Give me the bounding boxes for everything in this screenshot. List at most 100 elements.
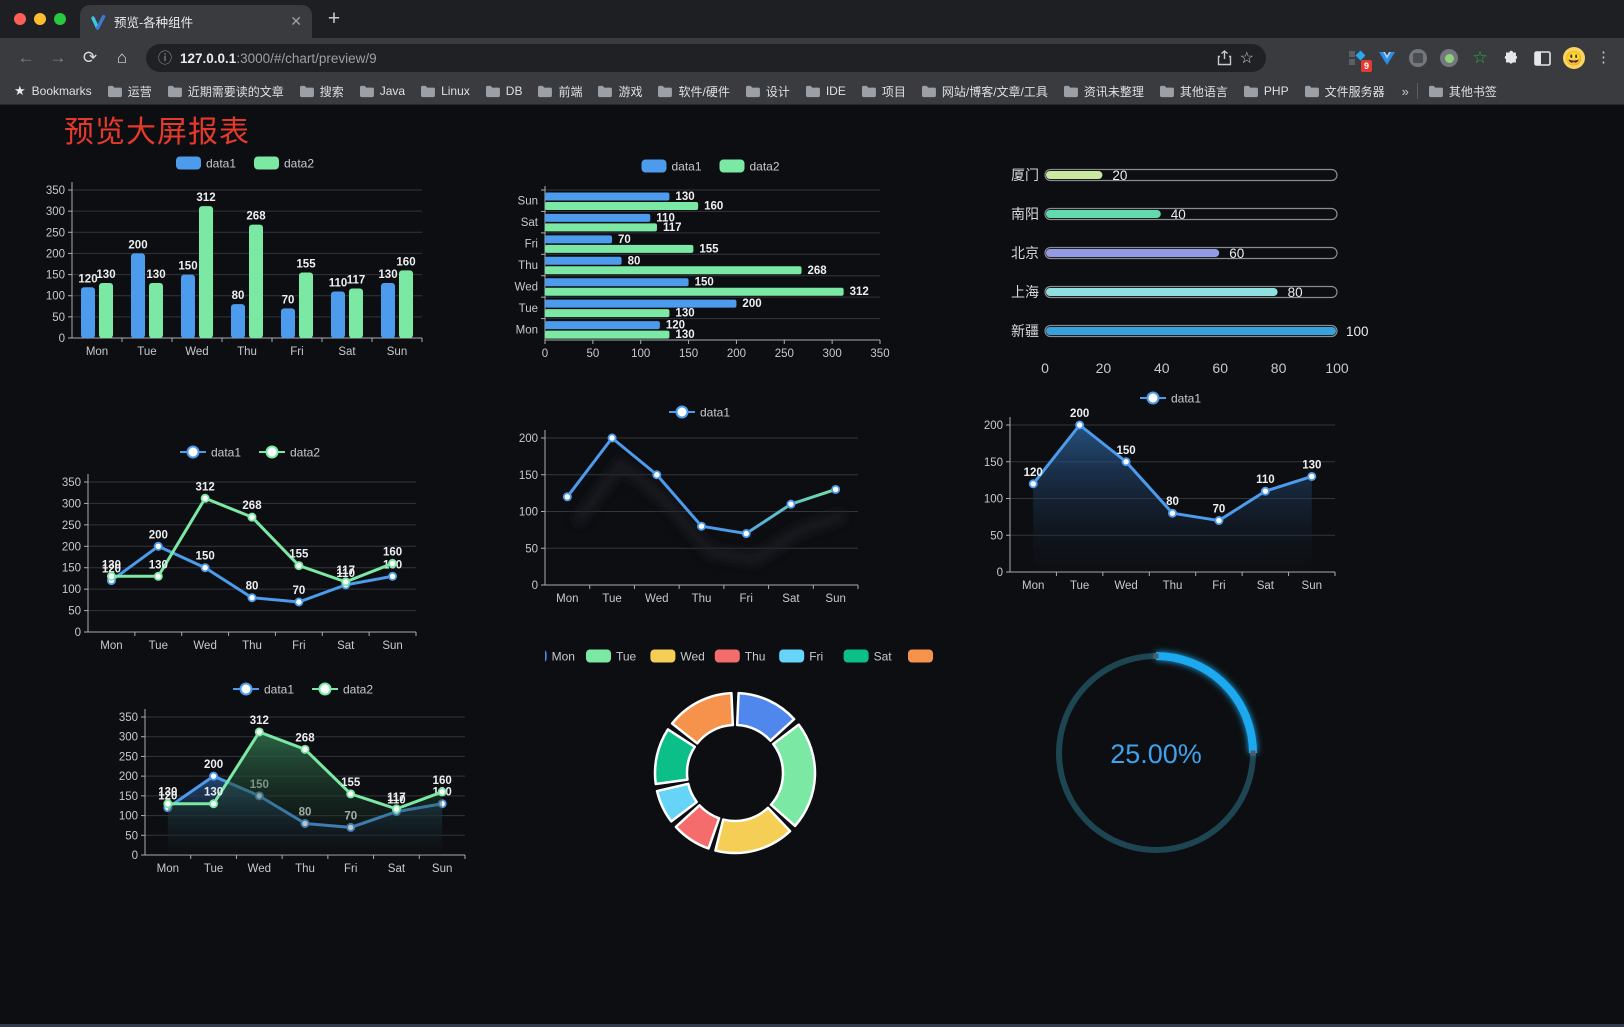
- svg-text:200: 200: [519, 433, 538, 445]
- svg-text:Tue: Tue: [204, 863, 223, 875]
- window-minimize-button[interactable]: [34, 13, 46, 25]
- profile-avatar[interactable]: 😃: [1563, 47, 1585, 69]
- svg-text:Sun: Sun: [387, 346, 407, 358]
- window-zoom-button[interactable]: [54, 13, 66, 25]
- bookmark-folder-item[interactable]: 设计: [745, 83, 790, 100]
- window-close-button[interactable]: [14, 13, 26, 25]
- bookmark-folder-item[interactable]: 资讯未整理: [1063, 83, 1144, 100]
- bookmark-folder-item[interactable]: DB: [485, 84, 522, 98]
- bookmark-folder-item[interactable]: 项目: [861, 83, 906, 100]
- svg-text:200: 200: [119, 771, 138, 783]
- bookmark-folder-item[interactable]: 网站/博客/文章/工具: [921, 83, 1048, 100]
- extensions-area: 9 ☆: [1342, 47, 1614, 72]
- svg-text:100: 100: [1325, 360, 1349, 376]
- svg-text:25.00%: 25.00%: [1110, 739, 1202, 769]
- progress-ring-gauge[interactable]: 25.00%: [1040, 643, 1280, 873]
- svg-text:160: 160: [433, 775, 452, 787]
- bookmarks-overflow-chevron[interactable]: »: [1401, 83, 1409, 99]
- home-icon[interactable]: ⌂: [116, 48, 128, 67]
- back-icon[interactable]: ←: [17, 48, 35, 67]
- bookmark-folder-item[interactable]: 文件服务器: [1304, 83, 1385, 100]
- ext-tampermonkey-icon[interactable]: [1408, 48, 1428, 68]
- ext-recorder-icon[interactable]: [1439, 48, 1459, 68]
- svg-text:厦门: 厦门: [1011, 167, 1039, 183]
- new-tab-button[interactable]: +: [327, 7, 341, 30]
- svg-text:Tue: Tue: [602, 593, 621, 605]
- svg-text:120: 120: [78, 273, 97, 285]
- browser-tab[interactable]: 预览-各种组件 ✕: [80, 5, 312, 38]
- dual-area-line-chart[interactable]: data1 data2 0 50 100 150 200 250 300 350 Mon Tue Wed…: [98, 680, 483, 900]
- svg-text:data2: data2: [290, 446, 320, 460]
- bookmark-star-icon[interactable]: ☆: [1239, 50, 1254, 67]
- menu-kebab-icon[interactable]: ⋮: [1596, 49, 1611, 66]
- svg-text:80: 80: [628, 255, 641, 267]
- reload-icon[interactable]: ⟳: [82, 48, 98, 67]
- svg-text:200: 200: [149, 529, 168, 541]
- svg-text:117: 117: [663, 222, 682, 234]
- svg-text:Wed: Wed: [515, 281, 538, 293]
- svg-text:80: 80: [1271, 360, 1287, 376]
- bar-chart[interactable]: data1 data2 0 50 100 150 200 250 300 350 Mon Tue Wed…: [36, 150, 436, 372]
- gradient-line-chart[interactable]: data1 0 50 100 150 200 Mon Tue Wed Thu Fri Sat Sun: [492, 400, 877, 612]
- ext-proxy-icon[interactable]: 9: [1346, 48, 1372, 72]
- svg-text:Sat: Sat: [874, 650, 893, 664]
- svg-text:80: 80: [1288, 285, 1303, 300]
- side-panel-icon[interactable]: [1532, 48, 1552, 68]
- svg-text:70: 70: [282, 294, 295, 306]
- bookmark-folder-item[interactable]: 软件/硬件: [657, 83, 730, 100]
- svg-text:200: 200: [1070, 408, 1089, 420]
- svg-text:130: 130: [96, 269, 115, 281]
- bookmark-folder-item[interactable]: 前端: [537, 83, 582, 100]
- progress-bars-chart[interactable]: 厦门 20 南阳 40 北京 60 上海 80 新疆 100 0 20 40 60 80 100: [993, 157, 1391, 392]
- svg-text:155: 155: [341, 777, 361, 789]
- bookmark-folder-item[interactable]: IDE: [805, 84, 846, 98]
- area-line-chart[interactable]: data1 0 50 100 150 200 Mon Tue Wed Thu Fri Sat Sun 12…: [958, 388, 1348, 600]
- url-bar[interactable]: ⓘ 127.0.0.1:3000/#/chart/preview/9 ☆: [146, 44, 1266, 72]
- page-info-icon[interactable]: ⓘ: [158, 50, 172, 66]
- svg-text:Fri: Fri: [1212, 580, 1225, 592]
- svg-text:350: 350: [62, 477, 81, 489]
- bookmark-folder-item[interactable]: Java: [359, 84, 405, 98]
- forward-icon[interactable]: →: [49, 48, 67, 67]
- bookmarks-manager-item[interactable]: ★ Bookmarks: [14, 83, 92, 98]
- svg-text:Mon: Mon: [100, 640, 122, 652]
- ext-vue-devtools-icon[interactable]: [1377, 48, 1397, 68]
- svg-text:Wed: Wed: [193, 640, 216, 652]
- extensions-puzzle-icon[interactable]: [1501, 48, 1521, 68]
- svg-text:Wed: Wed: [680, 650, 704, 664]
- bookmark-folder-item[interactable]: 近期需要读的文章: [167, 83, 284, 100]
- tab-favicon: [91, 14, 106, 30]
- svg-text:200: 200: [984, 420, 1003, 432]
- svg-text:300: 300: [823, 348, 842, 360]
- svg-text:312: 312: [196, 192, 215, 204]
- svg-text:200: 200: [742, 298, 761, 310]
- svg-text:80: 80: [232, 290, 245, 302]
- svg-text:0: 0: [132, 850, 138, 862]
- bookmark-folder-item[interactable]: 游戏: [597, 83, 642, 100]
- svg-text:data1: data1: [264, 683, 294, 697]
- svg-text:0: 0: [532, 580, 538, 592]
- tab-close-icon[interactable]: ✕: [290, 13, 302, 29]
- bookmark-folder-item[interactable]: PHP: [1243, 84, 1289, 98]
- svg-text:Wed: Wed: [645, 593, 668, 605]
- svg-text:Thu: Thu: [295, 863, 315, 875]
- svg-text:0: 0: [1041, 360, 1049, 376]
- svg-text:200: 200: [46, 248, 65, 260]
- svg-text:117: 117: [336, 565, 355, 577]
- dual-line-chart[interactable]: data1 data2 0 50 100 150 200 250 300 350 Mon Tue Wed…: [36, 430, 431, 662]
- svg-text:上海: 上海: [1011, 284, 1039, 300]
- ext-star-icon[interactable]: ☆: [1472, 48, 1488, 67]
- svg-text:Mon: Mon: [556, 593, 578, 605]
- svg-text:Thu: Thu: [692, 593, 712, 605]
- other-bookmarks-item[interactable]: 其他书签: [1428, 83, 1497, 100]
- svg-text:110: 110: [387, 795, 406, 807]
- bookmark-folder-item[interactable]: 搜索: [299, 83, 344, 100]
- ext-badge: 9: [1360, 60, 1372, 72]
- bookmarks-bar: ★ Bookmarks 运营 近期需要读的文章 搜索 Java Linux DB 前端 游戏软…: [0, 78, 1624, 105]
- horizontal-bar-chart[interactable]: data1 data2 0 50 100 150 200 250 300 350 Mon 120 130…: [502, 153, 897, 375]
- bookmark-folder-item[interactable]: 运营: [107, 83, 152, 100]
- bookmark-folder-item[interactable]: 其他语言: [1159, 83, 1228, 100]
- share-icon[interactable]: [1217, 50, 1232, 66]
- bookmark-folder-item[interactable]: Linux: [420, 84, 470, 98]
